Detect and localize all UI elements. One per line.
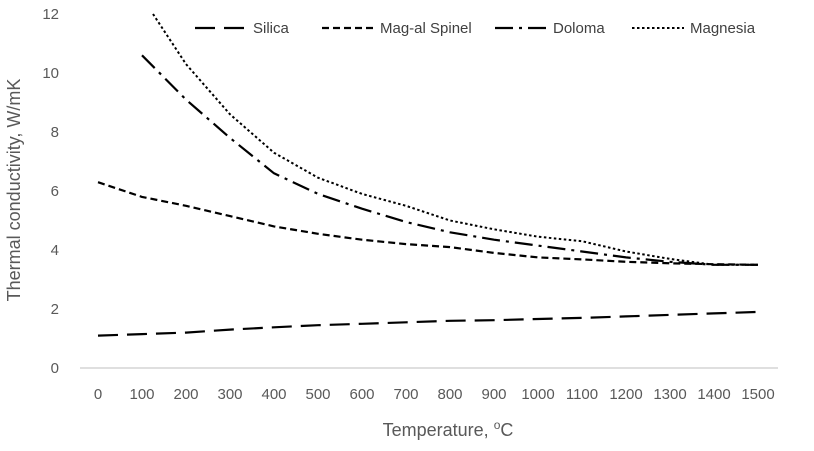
series-line-silica [97, 310, 759, 337]
y-tick-label: 12 [42, 6, 59, 23]
x-tick-label: 600 [349, 386, 374, 403]
y-tick-label: 6 [51, 183, 59, 200]
x-axis-title-superscript: o [494, 418, 501, 432]
x-tick-label: 0 [94, 386, 102, 403]
legend: Silica Mag-al Spinel Doloma Magnesia [195, 20, 756, 37]
y-axis-ticks: 0 2 4 6 8 10 12 [42, 6, 59, 377]
y-tick-label: 10 [42, 65, 59, 82]
x-tick-label: 300 [217, 386, 242, 403]
x-tick-label: 1500 [741, 386, 774, 403]
x-tick-label: 400 [261, 386, 286, 403]
y-tick-label: 2 [51, 301, 59, 318]
x-tick-label: 500 [305, 386, 330, 403]
y-tick-label: 0 [51, 360, 59, 377]
x-tick-label: 1400 [697, 386, 730, 403]
series-line-magnesia [152, 13, 758, 266]
x-axis-title: Temperature, oC [383, 418, 514, 440]
legend-label-silica: Silica [253, 20, 290, 37]
x-tick-label: 100 [129, 386, 154, 403]
series-line-mag-al-spinel [97, 181, 759, 266]
legend-label-magnesia: Magnesia [690, 20, 756, 37]
x-tick-label: 1100 [566, 386, 598, 403]
x-tick-label: 700 [393, 386, 418, 403]
series-lines [97, 13, 759, 337]
x-axis-title-unit: C [500, 420, 513, 440]
y-axis-title: Thermal conductivity, W/mK [4, 79, 24, 302]
legend-label-mag-al-spinel: Mag-al Spinel [380, 20, 472, 37]
x-tick-label: 1300 [653, 386, 686, 403]
series-line-doloma [141, 54, 758, 266]
x-tick-label: 1200 [609, 386, 642, 403]
legend-label-doloma: Doloma [553, 20, 605, 37]
y-tick-label: 4 [51, 242, 59, 259]
x-tick-label: 1000 [521, 386, 554, 403]
x-tick-label: 800 [437, 386, 462, 403]
y-tick-label: 8 [51, 124, 59, 141]
x-axis-title-text: Temperature, [383, 420, 494, 440]
x-axis-ticks: 0 100 200 300 400 500 600 700 800 900 1000 1100 1200… [94, 386, 775, 403]
x-tick-label: 900 [481, 386, 506, 403]
x-tick-label: 200 [173, 386, 198, 403]
